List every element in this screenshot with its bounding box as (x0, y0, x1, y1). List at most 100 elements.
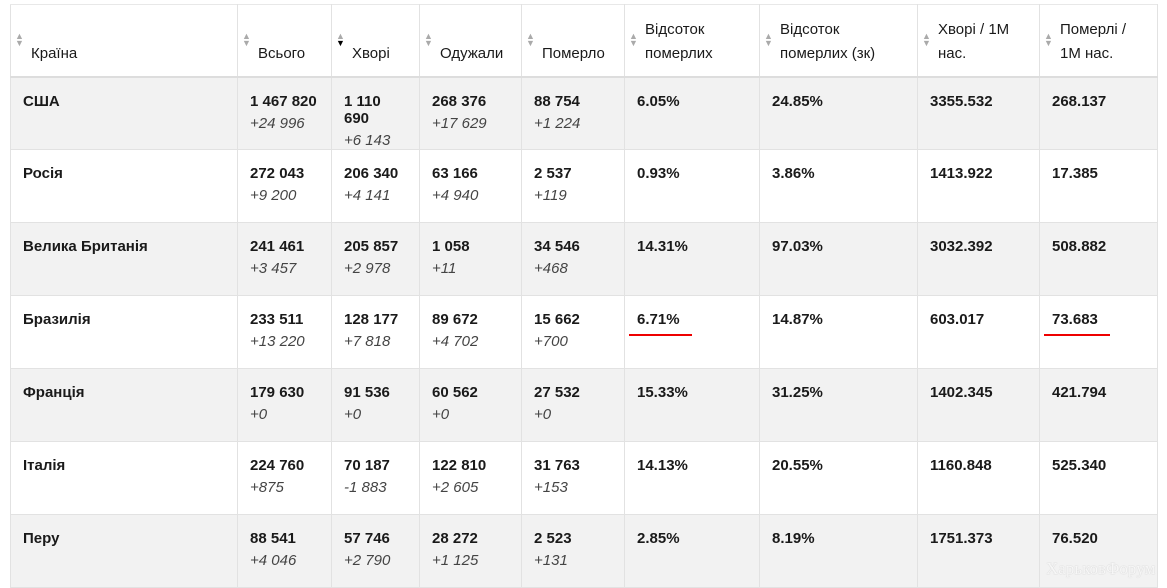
column-header[interactable]: ▲ ▼ Країна (10, 4, 238, 78)
table-row[interactable]: Велика Британія 241 461 +3 457 205 857 +2 97… (10, 222, 1158, 296)
dead-value: 27 532 (534, 384, 580, 401)
column-header-label: Країна (31, 45, 78, 62)
dead-change: +131 (534, 552, 568, 569)
sort-icon[interactable]: ▲ ▼ (336, 31, 345, 48)
cell-per_m: 1751.373 (917, 514, 1040, 588)
pct-value: 14.13% (637, 457, 688, 474)
rec-change: +2 605 (432, 479, 479, 496)
table-row[interactable]: США 1 467 820 +24 996 1 110 690 +6 143 268 37… (10, 76, 1158, 150)
dead-change: +468 (534, 260, 568, 277)
column-header[interactable]: ▲ ▼ Всього (237, 4, 332, 78)
table-row[interactable]: Італія 224 760 +875 70 187 -1 883 122 810 +2 6… (10, 441, 1158, 515)
rec-value: 268 376 (432, 92, 487, 110)
rec-value: 28 272 (432, 530, 478, 547)
column-header[interactable]: ▲ ▼ Хворі (331, 4, 420, 78)
cell-pct_c: 20.55% (759, 441, 918, 515)
cell-rec: 1 058 +11 (419, 222, 522, 296)
dead_m-value: 525.340 (1052, 457, 1107, 474)
pct-value: 6.71% (629, 311, 692, 336)
active-change: +7 818 (344, 333, 391, 350)
cell-dead: 2 523 +131 (521, 514, 625, 588)
cell-country: США (10, 76, 238, 150)
pct-value: 14.31% (637, 238, 688, 255)
cell-dead: 2 537 +119 (521, 149, 625, 223)
country-value: Велика Британія (23, 238, 148, 255)
dead-value: 88 754 (534, 92, 580, 110)
active-change: +6 143 (344, 131, 391, 149)
rec-value: 63 166 (432, 165, 478, 182)
total-change: +9 200 (250, 187, 297, 204)
column-header[interactable]: ▲ ▼ Померлі / 1М нас. (1039, 4, 1158, 78)
total-value: 224 760 (250, 457, 305, 474)
cell-dead_m: 525.340 (1039, 441, 1158, 515)
column-header[interactable]: ▲ ▼ Відсоток померлих (зк) (759, 4, 918, 78)
column-header[interactable]: ▲ ▼ Відсоток померлих (624, 4, 760, 78)
per_m-value: 1413.922 (930, 165, 993, 182)
cell-active: 70 187 -1 883 (331, 441, 420, 515)
total-change: +3 457 (250, 260, 297, 277)
cell-pct_c: 97.03% (759, 222, 918, 296)
table-row[interactable]: Франція 179 630 +0 91 536 +0 60 562 +0 27 532 +0… (10, 368, 1158, 442)
cell-pct: 14.13% (624, 441, 760, 515)
sort-icon[interactable]: ▲ ▼ (922, 31, 931, 48)
column-header[interactable]: ▲ ▼ Хворі / 1М нас. (917, 4, 1040, 78)
cell-dead: 15 662 +700 (521, 295, 625, 369)
sort-icon[interactable]: ▲ ▼ (629, 31, 638, 48)
cell-total: 88 541 +4 046 (237, 514, 332, 588)
dead-value: 31 763 (534, 457, 580, 474)
sort-icon[interactable]: ▲ ▼ (1044, 31, 1053, 48)
pct-value: 6.05% (637, 92, 680, 110)
total-change: +13 220 (250, 333, 305, 350)
cell-dead_m: 421.794 (1039, 368, 1158, 442)
rec-change: +4 940 (432, 187, 479, 204)
column-header[interactable]: ▲ ▼ Померло (521, 4, 625, 78)
dead_m-value: 268.137 (1052, 92, 1107, 110)
rec-change: +4 702 (432, 333, 479, 350)
sort-icon[interactable]: ▲ ▼ (242, 31, 251, 48)
cell-pct_c: 8.19% (759, 514, 918, 588)
active-value: 91 536 (344, 384, 390, 401)
rec-value: 60 562 (432, 384, 478, 401)
table-row[interactable]: Бразилія 233 511 +13 220 128 177 +7 818 89 67… (10, 295, 1158, 369)
dead-value: 2 523 (534, 530, 572, 547)
column-header-label: Хворі / 1М нас. (938, 21, 1010, 62)
column-header[interactable]: ▲ ▼ Одужали (419, 4, 522, 78)
per_m-value: 1402.345 (930, 384, 993, 401)
cell-total: 224 760 +875 (237, 441, 332, 515)
total-value: 272 043 (250, 165, 305, 182)
column-header-label: Всього (258, 45, 306, 62)
cell-pct: 0.93% (624, 149, 760, 223)
cell-per_m: 1413.922 (917, 149, 1040, 223)
sort-icon[interactable]: ▲ ▼ (526, 31, 535, 48)
cell-active: 206 340 +4 141 (331, 149, 420, 223)
cell-pct_c: 3.86% (759, 149, 918, 223)
cell-total: 179 630 +0 (237, 368, 332, 442)
dead-change: +119 (534, 187, 567, 204)
sort-icon[interactable]: ▲ ▼ (15, 31, 24, 48)
sort-icon[interactable]: ▲ ▼ (764, 31, 773, 48)
pct-value: 2.85% (637, 530, 680, 547)
sort-icon[interactable]: ▲ ▼ (424, 31, 433, 48)
pct-value: 15.33% (637, 384, 688, 401)
active-change: +2 790 (344, 552, 391, 569)
rec-change: +17 629 (432, 114, 487, 132)
pct_c-value: 3.86% (772, 165, 815, 182)
cell-dead: 31 763 +153 (521, 441, 625, 515)
country-value: Франція (23, 384, 85, 401)
cell-pct: 14.31% (624, 222, 760, 296)
table-row[interactable]: Росія 272 043 +9 200 206 340 +4 141 63 166 +4 … (10, 149, 1158, 223)
dead_m-value: 76.520 (1052, 530, 1098, 547)
cell-pct: 6.71% (624, 295, 760, 369)
pct_c-value: 8.19% (772, 530, 815, 547)
active-value: 70 187 (344, 457, 390, 474)
cell-dead: 34 546 +468 (521, 222, 625, 296)
country-value: Росія (23, 165, 63, 182)
table-row[interactable]: Перу 88 541 +4 046 57 746 +2 790 28 272 +1 125… (10, 514, 1158, 588)
cell-rec: 122 810 +2 605 (419, 441, 522, 515)
cell-dead_m: 508.882 (1039, 222, 1158, 296)
active-change: +0 (344, 406, 362, 423)
cell-country: Велика Британія (10, 222, 238, 296)
covid-stats-table: ▲ ▼ Країна ▲ ▼ Всього ▲ ▼ Хворі ▲ ▼ Одужали ▲ ▼ Померл… (10, 4, 1158, 588)
per_m-value: 1751.373 (930, 530, 993, 547)
country-value: Бразилія (23, 311, 91, 328)
